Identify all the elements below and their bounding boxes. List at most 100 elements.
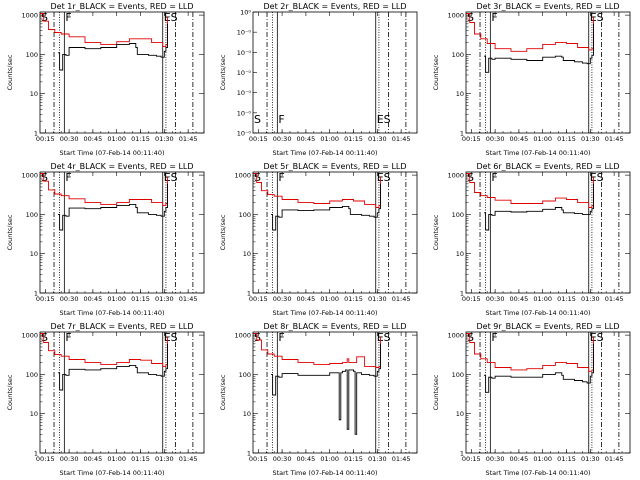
y-tick-label: 1000 (234, 332, 251, 340)
x-tick-label: 00:30 (273, 455, 292, 463)
detector-6r-chart: Det 6r_BLACK = Events, RED = LLD Counts/s… (432, 162, 631, 317)
y-tick-label: 100 (452, 371, 464, 379)
chart-title: Det 1r_BLACK = Events, RED = LLD (50, 2, 193, 11)
x-tick-label: 01:00 (320, 135, 339, 143)
x-tick-label: 00:15 (462, 295, 481, 303)
x-tick-label: 00:30 (60, 295, 79, 303)
x-tick-label: 01:30 (368, 135, 387, 143)
y-tick-label: 100 (452, 51, 464, 59)
chart-title: Det 4r_BLACK = Events, RED = LLD (50, 162, 193, 171)
y-tick-label: 10⁰ (240, 9, 251, 17)
x-axis-label: Start Time (07-Feb-14 00:11:40) (486, 309, 591, 317)
x-tick-label: 00:15 (462, 135, 481, 143)
y-axis-label: Counts/sec (432, 54, 440, 90)
y-tick-label: 10 (243, 250, 251, 258)
y-tick-label: 10 (30, 410, 38, 418)
x-tick-label: 00:30 (273, 135, 292, 143)
y-tick-label: 100 (26, 51, 38, 59)
chart-title: Det 9r_BLACK = Events, RED = LLD (476, 322, 619, 331)
x-tick-label: 00:45 (84, 135, 103, 143)
x-tick-label: 00:45 (84, 455, 103, 463)
x-tick-label: 00:30 (60, 135, 79, 143)
plot-frame (39, 331, 205, 454)
detector-2r-chart: Det 2r_BLACK = Events, RED = LLD Counts/s… (219, 2, 418, 157)
x-tick-label: 00:15 (249, 455, 268, 463)
y-axis-label: Counts/sec (219, 54, 227, 90)
y-tick-label: 1 (34, 450, 38, 458)
start-marker-label: S (467, 331, 474, 344)
y-tick-label: 100 (452, 211, 464, 219)
y-tick-label: 1000 (234, 172, 251, 180)
x-tick-label: 01:15 (344, 295, 363, 303)
x-tick-label: 00:15 (462, 455, 481, 463)
y-tick-label: 1 (247, 290, 251, 298)
y-tick-label: 1000 (21, 12, 38, 20)
x-tick-label: 01:15 (344, 135, 363, 143)
front-marker-label: F (491, 331, 497, 344)
start-marker-label: S (254, 331, 261, 344)
x-tick-label: 01:15 (557, 455, 576, 463)
y-tick-label: 1 (247, 450, 251, 458)
chart-title: Det 8r_BLACK = Events, RED = LLD (263, 322, 406, 331)
end-marker-label: ES (164, 331, 178, 344)
x-tick-label: 00:45 (84, 295, 103, 303)
y-axis-label: Counts/sec (432, 214, 440, 250)
y-axis-label: Counts/sec (219, 374, 227, 410)
x-tick-label: 00:30 (60, 455, 79, 463)
detector-1r-chart: Det 1r_BLACK = Events, RED = LLD Counts/s… (6, 2, 205, 157)
events-series-line (484, 183, 594, 231)
chart-title: Det 2r_BLACK = Events, RED = LLD (263, 2, 406, 11)
x-tick-label: 00:30 (273, 295, 292, 303)
start-marker-label: S (467, 171, 474, 184)
lld-series-line (253, 333, 381, 368)
plot-frame (39, 171, 205, 294)
lld-series-line (466, 173, 594, 208)
x-tick-label: 01:45 (392, 295, 411, 303)
front-marker-label: F (278, 113, 284, 126)
x-tick-label: 00:15 (36, 295, 55, 303)
plot-frame (465, 11, 631, 134)
x-tick-label: 01:00 (320, 455, 339, 463)
y-axis-label: Counts/sec (6, 374, 14, 410)
start-marker-label: S (41, 11, 48, 24)
x-tick-label: 00:30 (486, 455, 505, 463)
x-tick-label: 01:00 (320, 295, 339, 303)
x-tick-label: 01:00 (533, 135, 552, 143)
y-tick-label: 1000 (447, 172, 464, 180)
x-tick-label: 01:15 (131, 455, 150, 463)
y-axis-label: Counts/sec (432, 374, 440, 410)
end-marker-label: ES (590, 171, 604, 184)
x-tick-label: 00:45 (510, 455, 529, 463)
plot-frame (252, 331, 418, 454)
y-tick-label: 100 (26, 211, 38, 219)
plot-frame (39, 11, 205, 134)
events-series-line (271, 343, 381, 435)
chart-title: Det 3r_BLACK = Events, RED = LLD (476, 2, 619, 11)
x-axis-label: Start Time (07-Feb-14 00:11:40) (60, 149, 165, 157)
lld-series-line (253, 173, 381, 208)
y-tick-label: 10⁻⁰ (237, 29, 252, 37)
end-marker-label: ES (377, 113, 391, 126)
y-tick-label: 10 (243, 410, 251, 418)
plot-frame (252, 11, 418, 134)
lld-series-line (40, 13, 168, 47)
events-series-line (484, 343, 594, 393)
x-tick-label: 01:00 (107, 295, 126, 303)
x-axis-label: Start Time (07-Feb-14 00:11:40) (273, 469, 378, 477)
x-axis-label: Start Time (07-Feb-14 00:11:40) (273, 149, 378, 157)
y-tick-label: 10⁻⁰ (237, 89, 252, 97)
x-tick-label: 01:30 (581, 135, 600, 143)
plot-frame (252, 171, 418, 294)
start-marker-label: S (254, 113, 261, 126)
x-tick-label: 00:15 (249, 295, 268, 303)
y-tick-label: 10 (30, 250, 38, 258)
x-tick-label: 01:15 (131, 135, 150, 143)
events-series-line (58, 183, 168, 231)
x-tick-label: 01:45 (392, 455, 411, 463)
x-tick-label: 01:30 (581, 295, 600, 303)
detector-7r-chart: Det 7r_BLACK = Events, RED = LLD Counts/s… (6, 322, 205, 477)
front-marker-label: F (278, 171, 284, 184)
y-tick-label: 10⁻⁰ (237, 69, 252, 77)
x-tick-label: 01:45 (179, 455, 198, 463)
chart-title: Det 5r_BLACK = Events, RED = LLD (263, 162, 406, 171)
